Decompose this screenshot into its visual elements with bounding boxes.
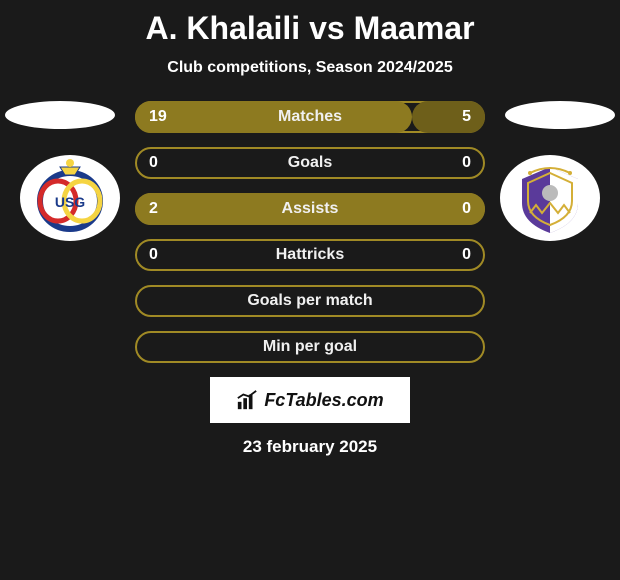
stat-bars: Matches195Goals00Assists20Hattricks00Goa…: [135, 101, 485, 363]
bar-value-right: 5: [462, 108, 471, 126]
stat-bar: Hattricks0 0: [135, 239, 485, 271]
date-label: 23 february 2025: [0, 437, 620, 457]
team-ellipse-left: [5, 101, 115, 129]
bar-label: Goals: [135, 154, 485, 172]
chart-icon: [236, 389, 258, 411]
club-badge-right: [500, 155, 600, 241]
page-title: A. Khalaili vs Maamar: [0, 0, 620, 47]
badge-left-icon: USG: [20, 155, 120, 241]
stat-bar: Matches19 5: [135, 101, 485, 133]
bar-label: Min per goal: [135, 338, 485, 356]
svg-text:USG: USG: [55, 194, 85, 210]
bar-value-left: 2: [149, 200, 158, 218]
stat-bar: Min per goal: [135, 331, 485, 363]
badge-right-icon: [500, 155, 600, 241]
subtitle: Club competitions, Season 2024/2025: [0, 59, 620, 77]
stat-bar: Goals per match: [135, 285, 485, 317]
bar-value-left: 0: [149, 246, 158, 264]
bar-value-right: 0: [462, 200, 471, 218]
team-ellipse-right: [505, 101, 615, 129]
fctables-label: FcTables.com: [264, 390, 383, 411]
bar-value-left: 0: [149, 154, 158, 172]
bar-label: Goals per match: [135, 292, 485, 310]
bar-value-right: 0: [462, 246, 471, 264]
stat-bar: Assists2 0: [135, 193, 485, 225]
bar-label: Hattricks: [135, 246, 485, 264]
bar-value-right: 0: [462, 154, 471, 172]
stat-bar: Goals0 0: [135, 147, 485, 179]
club-badge-left: USG: [20, 155, 120, 241]
bar-value-left: 19: [149, 108, 167, 126]
fctables-brand: FcTables.com: [210, 377, 410, 423]
bar-label: Matches: [135, 108, 485, 126]
comparison-content: USG Matches195Goals00Assists20Hattricks0…: [0, 101, 620, 457]
bar-label: Assists: [135, 200, 485, 218]
